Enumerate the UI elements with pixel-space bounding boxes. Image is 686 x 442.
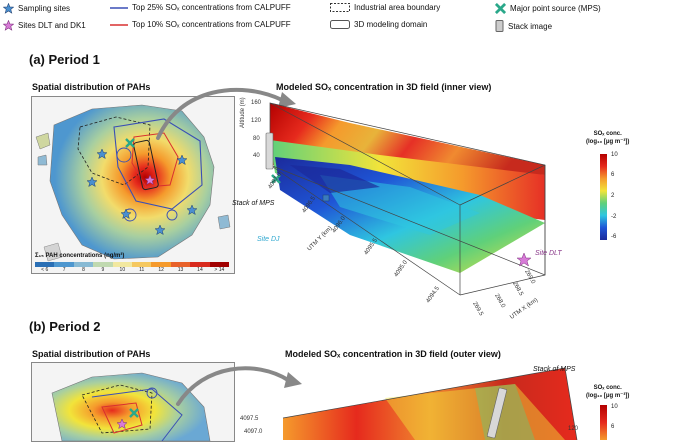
green-cross-icon	[495, 3, 506, 14]
legend-top10: Top 10% SOₓ concentrations from CALPUFF	[110, 20, 291, 29]
period1-altitude-label: Altitude (m)	[240, 97, 246, 128]
period2-zoom-arrow	[176, 366, 302, 406]
period1-left-title: Spatial distribution of PAHs	[32, 82, 151, 92]
legend-mps: Major point source (MPS)	[495, 3, 601, 14]
pah-scale-bar	[35, 262, 230, 267]
alt-tick-1: 160	[251, 100, 262, 106]
legend-mps-label: Major point source (MPS)	[510, 4, 601, 13]
period1-right-title: Modeled SOₓ concentration in 3D field (i…	[276, 82, 492, 92]
p2-alt-tick: 120	[568, 426, 579, 432]
legend-industrial-boundary: Industrial area boundary	[330, 3, 440, 12]
alt-tick-3: 80	[253, 136, 260, 142]
legend-3d-domain-label: 3D modeling domain	[354, 20, 428, 29]
pah-tick: > 14	[214, 267, 225, 273]
legend-stack-image-label: Stack image	[508, 21, 553, 31]
legend-top25-label: Top 25% SOₓ concentrations from CALPUFF	[132, 3, 291, 12]
box-outline-icon	[330, 20, 350, 29]
pah-tick: 7	[62, 267, 66, 273]
p2-cbar-tick-1: 10	[611, 404, 618, 410]
period1-3d-volume	[265, 102, 546, 296]
period2-pah-map	[31, 362, 235, 442]
pah-tick: < 6	[41, 267, 49, 273]
period1-site-dlt: Site DLT	[535, 250, 562, 257]
pah-tick: 13	[177, 267, 184, 273]
legend-top10-label: Top 10% SOₓ concentrations from CALPUFF	[132, 20, 291, 29]
period1-stack-label: Stack of MPS	[232, 200, 275, 207]
period2-left-title: Spatial distribution of PAHs	[32, 349, 151, 359]
cbar-tick-3: 2	[611, 193, 615, 199]
legend-top25: Top 25% SOₓ concentrations from CALPUFF	[110, 3, 291, 12]
period2-3d-volume	[282, 367, 578, 440]
cbar-tick-1: 10	[611, 152, 618, 158]
cbar-tick-2: 6	[611, 172, 615, 178]
pah-map-graphic-2	[32, 363, 234, 441]
cbar-tick-4: -2	[611, 214, 617, 220]
dashed-box-icon	[330, 3, 350, 12]
period2-stack-label: Stack of MPS	[533, 366, 576, 373]
p2-y-tick-1: 4097.5	[240, 416, 259, 422]
legend-industrial-boundary-label: Industrial area boundary	[354, 3, 441, 12]
pah-tick: 12	[158, 267, 164, 273]
blue-line-icon	[110, 6, 128, 9]
legend-sampling-sites: Sampling sites	[3, 3, 70, 14]
pah-scale-ticks: < 6 7 8 9 10 11 12 13 14 > 14	[35, 267, 229, 273]
period1-cbar-title: SOₓ conc. (log₁₀ [μg m⁻³])	[586, 131, 630, 145]
period2-right-title: Modeled SOₓ concentration in 3D field (o…	[285, 349, 501, 359]
legend-sampling-sites-label: Sampling sites	[18, 4, 71, 13]
pah-map-graphic	[32, 97, 234, 273]
legend-3d-domain: 3D modeling domain	[330, 20, 427, 29]
period2-colorbar	[600, 405, 607, 440]
pah-tick: 9	[101, 267, 105, 273]
alt-tick-2: 120	[251, 118, 262, 124]
legend-stack-image: Stack image	[495, 20, 552, 32]
period1-colorbar	[600, 154, 607, 240]
pah-tick: 14	[197, 267, 203, 273]
pah-tick: 11	[139, 267, 145, 273]
stack-image	[265, 132, 274, 170]
red-line-icon	[110, 23, 128, 26]
period1-site-dj: Site DJ	[257, 236, 280, 243]
period2-cbar-title: SOₓ conc. (log₁₀ [μg m⁻³])	[586, 385, 630, 399]
period1-heading: (a) Period 1	[29, 52, 100, 67]
pah-scale-title: Σ₁₅ PAH concentrations (ng/m³)	[35, 253, 125, 259]
pah-tick: 8	[82, 267, 85, 273]
period1-pah-map: Σ₁₅ PAH concentrations (ng/m³) < 6 7 8 9 10 1…	[31, 96, 235, 274]
cbar-tick-5: -6	[611, 234, 617, 240]
p2-y-tick-2: 4097.0	[244, 429, 263, 435]
blue-star-icon	[3, 3, 14, 14]
pah-tick: 10	[119, 267, 126, 273]
p2-cbar-tick-2: 6	[611, 424, 615, 430]
period2-heading: (b) Period 2	[29, 319, 101, 334]
pink-star-icon	[3, 20, 14, 31]
legend-sites-dlt-dk1-label: Sites DLT and DK1	[18, 21, 86, 30]
stack-icon	[495, 20, 504, 32]
period1-zoom-arrow	[156, 87, 296, 140]
legend-sites-dlt-dk1: Sites DLT and DK1	[3, 20, 86, 31]
figure-legend: Sampling sites Sites DLT and DK1 Top 25%…	[0, 0, 686, 40]
alt-tick-4: 40	[253, 153, 260, 159]
